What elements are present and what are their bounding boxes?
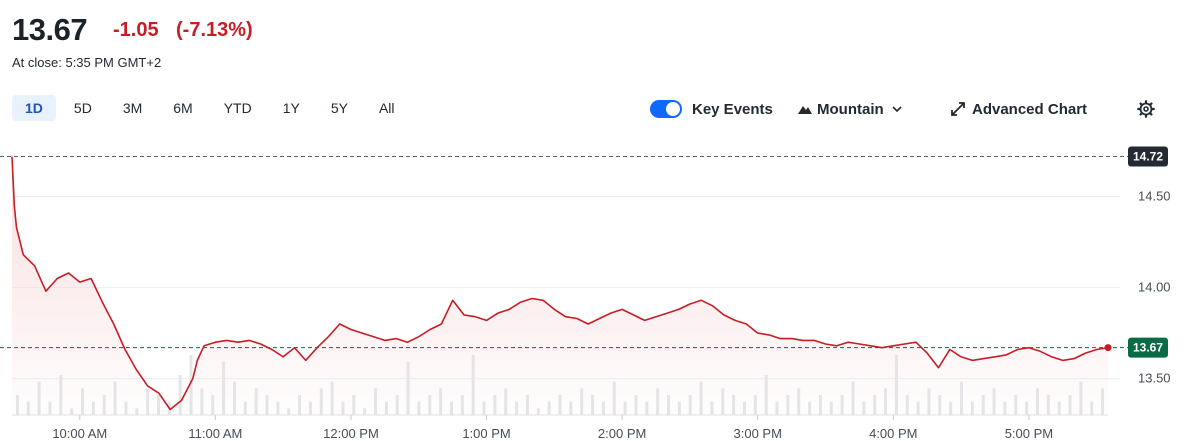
x-tick-label: 12:00 PM: [323, 426, 379, 441]
close-timestamp: At close: 5:35 PM GMT+2: [12, 55, 162, 70]
reference-lines: [0, 156, 1128, 349]
price-tag-bg: [1128, 146, 1168, 167]
x-axis: 10:00 AM 11:00 AM 12:00 PM 1:00 PM 2:00 PM 3:…: [52, 415, 1053, 441]
price-tag-label: 14.72: [1133, 150, 1163, 164]
last-price-dot: [1104, 344, 1112, 352]
x-tick-label: 11:00 AM: [188, 426, 242, 441]
x-tick-label: 3:00 PM: [734, 426, 782, 441]
key-events-label: Key Events: [692, 100, 773, 118]
y-tick-label: 14.50: [1138, 189, 1171, 204]
advanced-chart-label: Advanced Chart: [972, 100, 1088, 118]
key-events-toggle[interactable]: [650, 100, 682, 118]
y-tick-label: 14.00: [1138, 280, 1171, 295]
price-area: [12, 156, 1108, 415]
settings-button[interactable]: [1137, 97, 1155, 121]
range-tab[interactable]: All: [378, 100, 395, 116]
y-tick-label: 13.50: [1138, 371, 1171, 386]
chart-type-label: Mountain: [817, 100, 884, 118]
x-tick-label: 5:00 PM: [1005, 426, 1053, 441]
range-selector: 1D 5D 3M 6M YTD 1Y 5Y All: [12, 95, 413, 121]
price-change-percent: (-7.13%): [176, 19, 253, 41]
mountain-icon: [798, 106, 812, 114]
x-tick-label: 10:00 AM: [52, 426, 107, 441]
gear-icon: [1137, 100, 1155, 118]
key-events-toggle-group[interactable]: Key Events: [650, 97, 773, 121]
x-tick-label: 4:00 PM: [869, 426, 917, 441]
range-tab[interactable]: 3M: [122, 100, 143, 116]
price-change: -1.05: [113, 19, 159, 41]
x-tick-label: 2:00 PM: [598, 426, 646, 441]
price-chart[interactable]: 14.50 14.00 13.50 10:00 AM 11:00 AM 12:00 PM…: [0, 130, 1200, 441]
chevron-down-icon: [892, 106, 902, 113]
price-tags: 14.72 13.67: [1128, 146, 1168, 358]
x-tick-label: 1:00 PM: [462, 426, 510, 441]
expand-icon: [951, 102, 965, 116]
chart-type-dropdown[interactable]: Mountain: [798, 97, 902, 121]
range-tab[interactable]: 1D: [12, 95, 56, 121]
current-price: 13.67: [12, 12, 88, 47]
advanced-chart-button[interactable]: Advanced Chart: [951, 97, 1087, 121]
price-line: [11, 156, 1109, 411]
price-tag-label: 13.67: [1133, 341, 1163, 355]
range-tab[interactable]: 5Y: [330, 100, 348, 116]
price-tag-bg: [1128, 337, 1168, 358]
y-axis: 14.50 14.00 13.50: [1138, 189, 1171, 386]
range-tab[interactable]: 6M: [173, 100, 193, 116]
volume-bar: [178, 375, 182, 415]
range-tab[interactable]: 5D: [73, 100, 92, 116]
range-tab[interactable]: 1Y: [282, 100, 300, 116]
range-tab[interactable]: YTD: [223, 100, 252, 116]
toggle-knob: [666, 102, 680, 116]
